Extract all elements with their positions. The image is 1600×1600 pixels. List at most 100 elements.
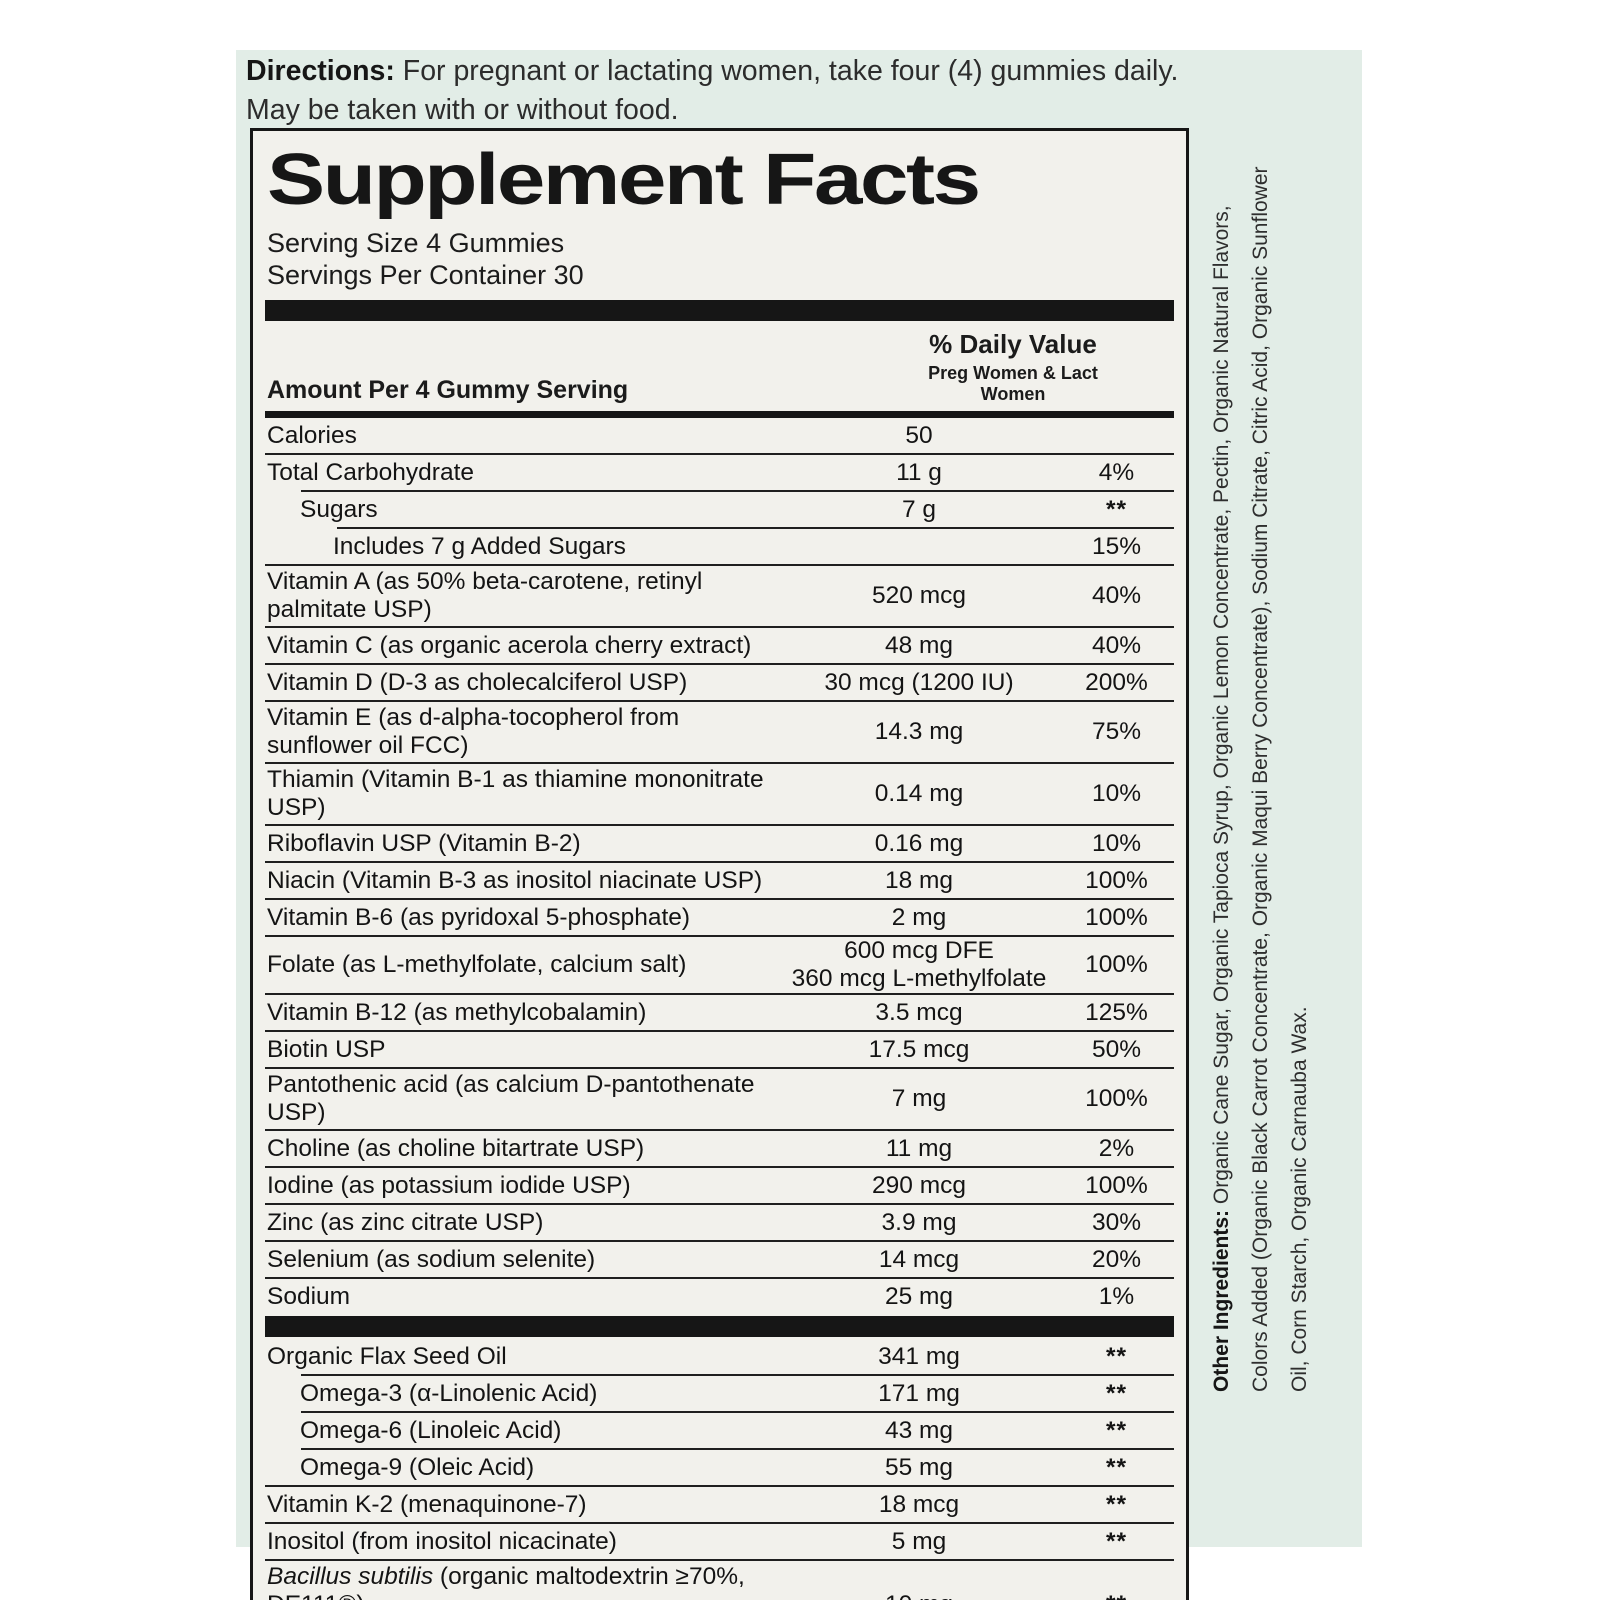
- table-row: Bacillus subtilis (organic maltodextrin …: [265, 1561, 1174, 1600]
- table-row: Includes 7 g Added Sugars 15%: [265, 529, 1174, 564]
- amount-value: 3.5 mcg: [875, 998, 963, 1026]
- nutrient-name: Iodine (as potassium iodide USP): [267, 1171, 631, 1199]
- table-row: Vitamin C (as organic acerola cherry ext…: [265, 628, 1174, 663]
- supplement-facts-title: Supplement Facts: [267, 140, 981, 220]
- daily-value: **: [1105, 1527, 1128, 1555]
- amount-value: 5 mg: [891, 1527, 947, 1555]
- daily-value: 4%: [1098, 458, 1135, 486]
- nutrient-name: Organic Flax Seed Oil: [267, 1342, 507, 1370]
- directions-body: For pregnant or lactating women, take fo…: [246, 55, 1179, 126]
- table-row: Omega-6 (Linoleic Acid) 43 mg **: [265, 1413, 1174, 1448]
- row-separator: [301, 1448, 1174, 1450]
- amount-value: 25 mg: [884, 1282, 954, 1310]
- row-separator: [265, 626, 1174, 628]
- amount-value: 17.5 mcg: [868, 1035, 970, 1063]
- row-separator: [337, 527, 1174, 529]
- divider-bar-top: [265, 300, 1174, 321]
- table-row: Pantothenic acid (as calcium D-pantothen…: [265, 1069, 1174, 1129]
- amount-value: 0.14 mg: [874, 780, 964, 807]
- daily-value: **: [1059, 1591, 1174, 1600]
- serving-size: Serving Size 4 Gummies: [267, 228, 565, 258]
- amount-value: 3.9 mg: [881, 1208, 957, 1236]
- amount-value: 14 mcg: [878, 1245, 960, 1273]
- nutrient-name: Inositol (from inositol nicacinate): [267, 1527, 617, 1555]
- table-row: Total Carbohydrate 11 g 4%: [265, 455, 1174, 490]
- amount-value: 600 mcg DFE 360 mcg L-methylfolate: [779, 937, 1059, 993]
- other-ingredients-line3: Oil, Corn Starch, Organic Carnauba Wax.: [1288, 1006, 1311, 1392]
- daily-value: 30%: [1091, 1208, 1142, 1236]
- row-separator: [265, 1203, 1174, 1205]
- table-row: Vitamin K-2 (menaquinone-7) 18 mcg **: [265, 1487, 1174, 1522]
- daily-value: 100%: [1085, 903, 1148, 931]
- daily-value: 15%: [1091, 532, 1142, 560]
- amount-value: 50: [905, 421, 933, 449]
- table-row: Vitamin A (as 50% beta-carotene, retinyl…: [265, 566, 1174, 626]
- nutrient-name: Pantothenic acid (as calcium D-pantothen…: [267, 1071, 755, 1126]
- daily-value: 100%: [1085, 951, 1148, 978]
- daily-value: 100%: [1085, 866, 1148, 894]
- servings-per-container: Servings Per Container 30: [267, 260, 584, 290]
- amount-value: 7 mg: [891, 1085, 947, 1112]
- nutrient-name: Selenium (as sodium selenite): [267, 1245, 596, 1273]
- daily-value: **: [1105, 1416, 1128, 1444]
- row-separator: [265, 1277, 1174, 1279]
- table-row: Sodium 25 mg 1%: [265, 1279, 1174, 1314]
- other-ingredients-vertical-text: Other Ingredients: Organic Cane Sugar, O…: [1202, 56, 1326, 1392]
- row-separator: [265, 898, 1174, 900]
- row-separator: [265, 824, 1174, 826]
- daily-value: 50%: [1091, 1035, 1142, 1063]
- row-separator: [265, 1485, 1174, 1487]
- nutrient-name: Choline (as choline bitartrate USP): [267, 1134, 645, 1162]
- amount-value: 0.16 mg: [874, 829, 964, 857]
- daily-value: **: [1105, 1490, 1128, 1518]
- daily-value-subheader-line2: Women: [980, 384, 1046, 404]
- daily-value: 100%: [1085, 1171, 1148, 1199]
- table-row: Selenium (as sodium selenite) 14 mcg 20%: [265, 1242, 1174, 1277]
- amount-value: 18 mcg: [878, 1490, 960, 1518]
- table-header-row: Amount Per 4 Gummy Serving % Daily Value…: [265, 321, 1174, 411]
- amount-value: 11 g: [896, 458, 942, 486]
- table-row: Choline (as choline bitartrate USP) 11 mg…: [265, 1131, 1174, 1166]
- table-row: Vitamin D (D-3 as cholecalciferol USP) 30…: [265, 665, 1174, 700]
- daily-value: **: [1105, 1453, 1128, 1481]
- daily-value: 10%: [1091, 829, 1142, 857]
- directions-label: Directions:: [246, 55, 395, 87]
- amount-value: 7 g: [901, 495, 937, 523]
- table-row: Zinc (as zinc citrate USP) 3.9 mg 30%: [265, 1205, 1174, 1240]
- daily-value: **: [1105, 1342, 1128, 1370]
- daily-value: **: [1105, 1379, 1128, 1407]
- nutrient-name: Vitamin D (D-3 as cholecalciferol USP): [267, 668, 688, 696]
- table-row: Thiamin (Vitamin B-1 as thiamine mononit…: [265, 764, 1174, 824]
- amount-value: 341 mg: [878, 1342, 960, 1370]
- amount-value: 43 mg: [884, 1416, 954, 1444]
- daily-value: 10%: [1091, 780, 1142, 807]
- daily-value: 125%: [1085, 998, 1148, 1026]
- table-row: Vitamin B-6 (as pyridoxal 5-phosphate) 2 …: [265, 900, 1174, 935]
- row-separator: [301, 1411, 1174, 1413]
- amount-value: 14.3 mg: [874, 718, 964, 745]
- daily-value: 1%: [1098, 1282, 1135, 1310]
- table-row: Organic Flax Seed Oil 341 mg **: [265, 1339, 1174, 1374]
- other-ingredients-line1-rest: Organic Cane Sugar, Organic Tapioca Syru…: [1210, 205, 1233, 1210]
- amount-value: 2 mg: [891, 903, 947, 931]
- nutrient-name: Sugars: [300, 495, 378, 523]
- table-row: Sugars 7 g **: [265, 492, 1174, 527]
- other-ingredients-line1: Other Ingredients: Organic Cane Sugar, O…: [1202, 56, 1241, 1392]
- nutrient-name: Includes 7 g Added Sugars: [333, 532, 626, 560]
- table-row: Calories 50: [265, 418, 1174, 453]
- nutrient-name: Thiamin (Vitamin B-1 as thiamine mononit…: [267, 766, 764, 821]
- table-row: Vitamin B-12 (as methylcobalamin) 3.5 mcg…: [265, 995, 1174, 1030]
- table-row: Riboflavin USP (Vitamin B-2) 0.16 mg 10%: [265, 826, 1174, 861]
- row-separator: [265, 1030, 1174, 1032]
- amount-value-line2: 360 mcg L-methylfolate: [791, 965, 1047, 992]
- daily-value: **: [1105, 495, 1128, 523]
- nutrient-name: Vitamin K-2 (menaquinone-7): [267, 1490, 587, 1518]
- daily-value: 40%: [1091, 631, 1142, 659]
- directions-text: Directions: For pregnant or lactating wo…: [246, 52, 1226, 130]
- section-divider-bar: [265, 1316, 1174, 1337]
- other-ingredients-block: Other Ingredients: Organic Cane Sugar, O…: [1202, 56, 1324, 1392]
- nutrient-name: Vitamin B-12 (as methylcobalamin): [267, 998, 647, 1026]
- amount-column-header: Amount Per 4 Gummy Serving: [267, 376, 629, 404]
- table-row: Folate (as L-methylfolate, calcium salt)…: [265, 937, 1174, 993]
- row-separator: [265, 1129, 1174, 1131]
